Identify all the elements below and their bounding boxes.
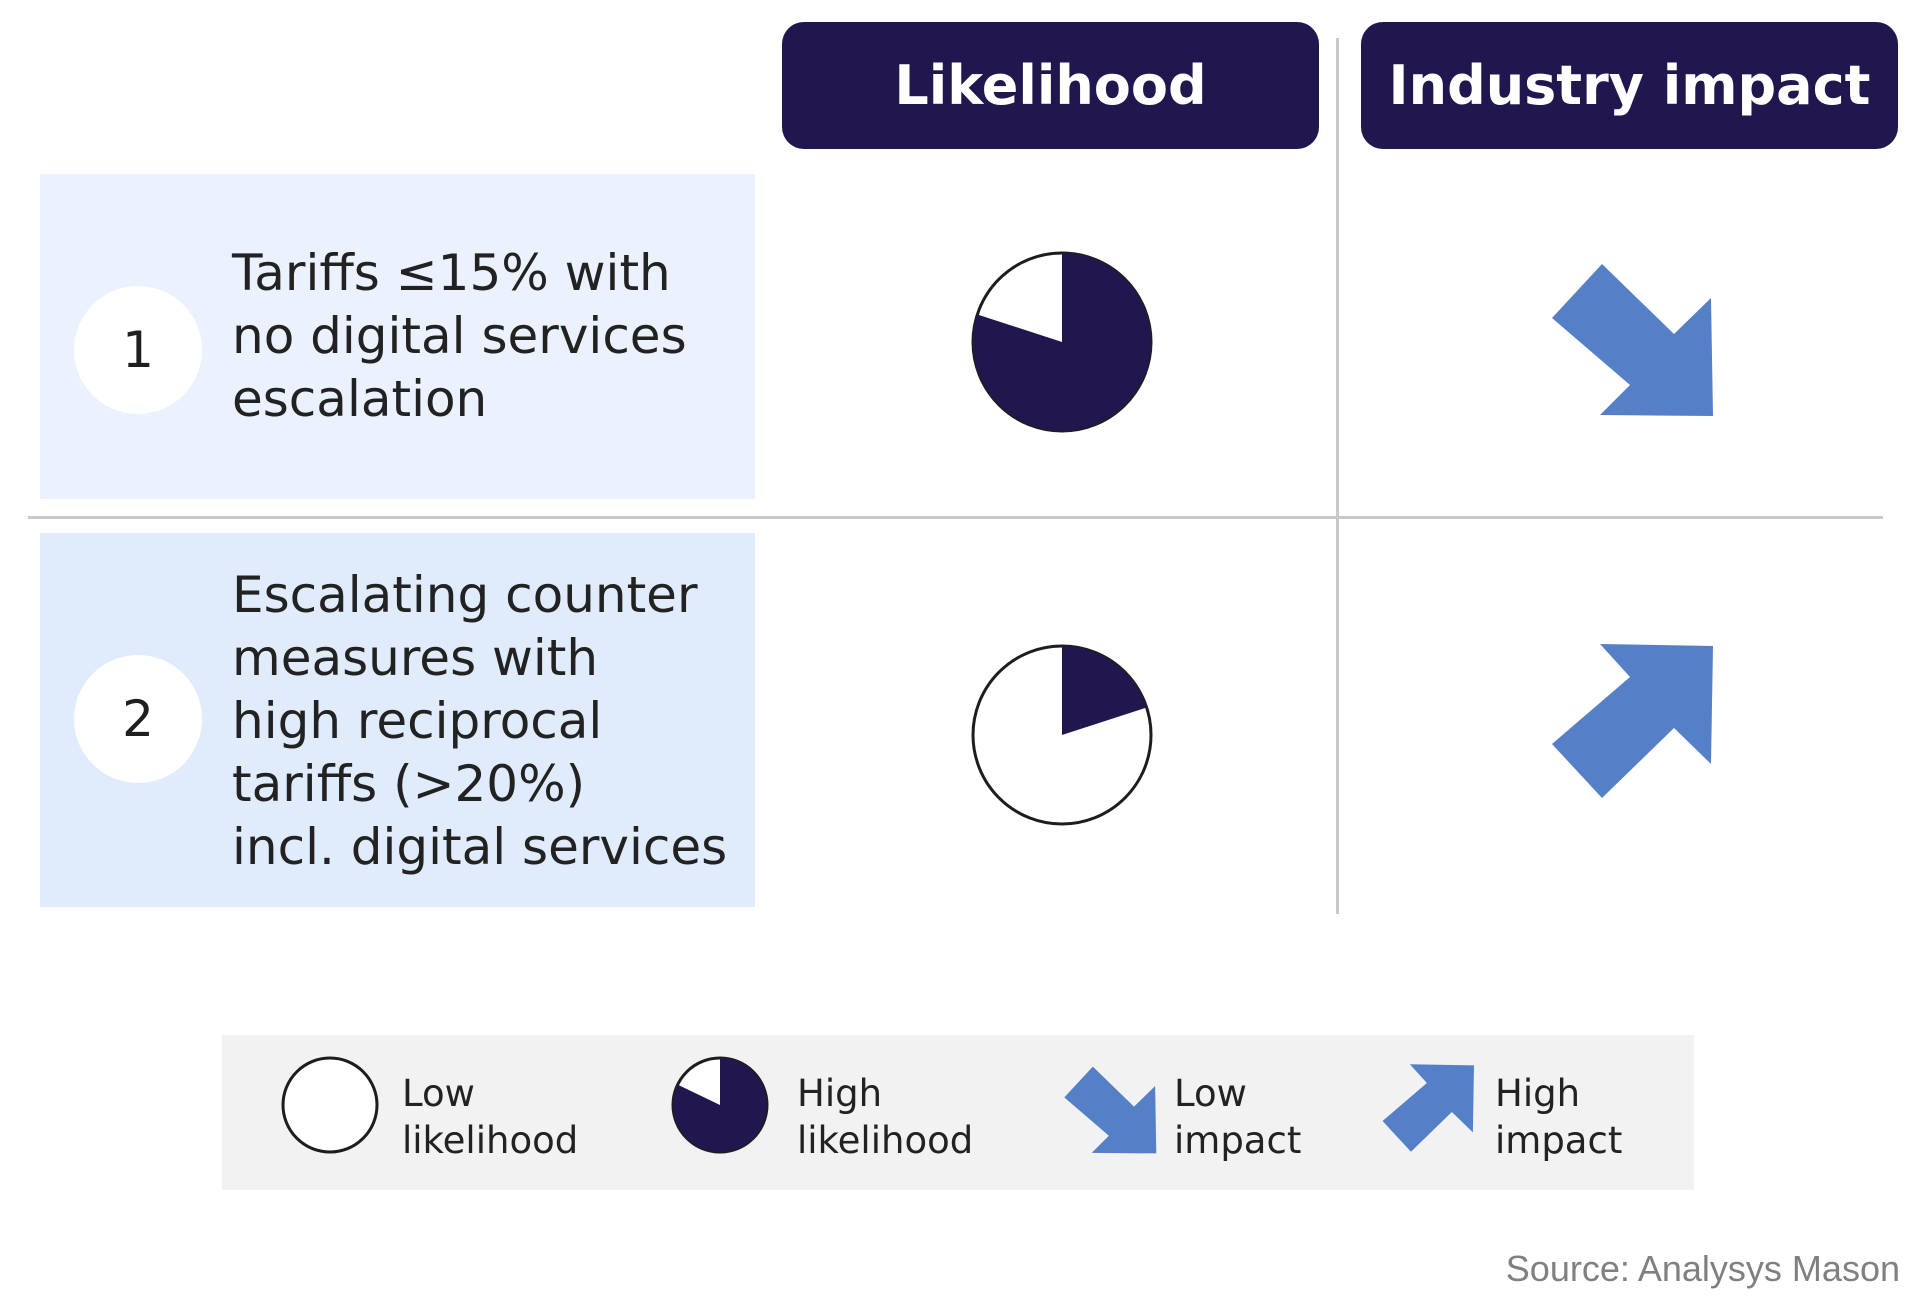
legend-low-impact-arrow-down-right-icon (1064, 1066, 1157, 1154)
legend-high-impact-arrow-up-right-icon (1382, 1064, 1474, 1152)
legend-low-impact-line-1: Low (1174, 1072, 1247, 1115)
legend-low-impact-label: Low impact (1174, 1070, 1301, 1164)
scenario-1-line-3: escalation (232, 370, 488, 428)
scenario-1-line-1: Tariffs ≤15% with (232, 244, 671, 302)
legend-high-impact-label: High impact (1495, 1070, 1622, 1164)
scenario-2-line-1: Escalating counter (232, 566, 698, 624)
scenario-2-line-2: measures with (232, 629, 599, 687)
vertical-divider (1336, 38, 1339, 914)
scenario-2-number: 2 (74, 655, 202, 783)
scenario-2-line-3: high reciprocal (232, 692, 603, 750)
scenario-2-line-5: incl. digital services (232, 818, 728, 876)
legend-low-likelihood-line-2: likelihood (402, 1119, 579, 1162)
scenario-2-likelihood-pie-icon (971, 644, 1153, 826)
scenario-1-number: 1 (74, 286, 202, 414)
likelihood-header: Likelihood (782, 22, 1319, 149)
legend-low-impact-line-2: impact (1174, 1119, 1302, 1162)
scenario-2-impact-arrow-up-right-icon (1552, 644, 1713, 798)
legend-low-likelihood-label: Low likelihood (402, 1070, 578, 1164)
source-note: Source: Analysys Mason (1505, 1248, 1900, 1289)
legend-high-likelihood-label: High likelihood (797, 1070, 973, 1164)
legend-high-impact-line-1: High (1495, 1072, 1581, 1115)
scenario-2-line-4: tariffs (>20%) (232, 755, 586, 813)
legend-high-likelihood-pie-icon (671, 1056, 769, 1154)
legend-high-impact-line-2: impact (1495, 1119, 1623, 1162)
scenario-1-line-2: no digital services (232, 307, 687, 365)
legend-low-likelihood-empty-circle-icon (281, 1056, 379, 1154)
scenario-2-label: Escalating counter measures with high re… (232, 564, 727, 879)
legend-high-likelihood-line-2: likelihood (797, 1119, 974, 1162)
industry-impact-header: Industry impact (1361, 22, 1898, 149)
legend-low-likelihood-line-1: Low (402, 1072, 475, 1115)
scenario-1-label: Tariffs ≤15% with no digital services es… (232, 242, 687, 431)
scenario-1-likelihood-pie-icon (971, 251, 1153, 433)
scenario-1-impact-arrow-down-right-icon (1552, 264, 1713, 416)
legend-high-likelihood-line-1: High (797, 1072, 883, 1115)
horizontal-divider (28, 516, 1883, 519)
